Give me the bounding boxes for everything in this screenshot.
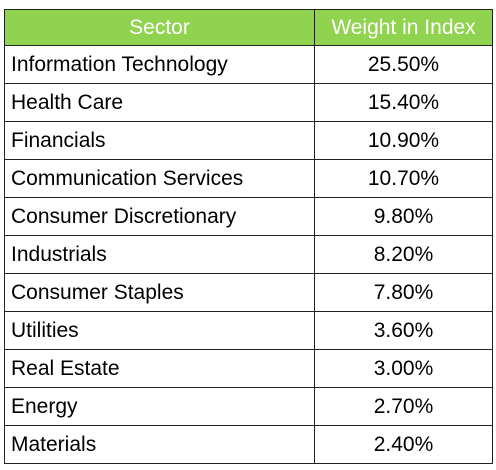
table-row: Communication Services 10.70%	[4, 159, 493, 198]
weight-cell: 2.40%	[314, 425, 493, 464]
weight-cell: 25.50%	[314, 45, 493, 84]
table-row: Information Technology 25.50%	[4, 45, 493, 84]
weight-cell: 7.80%	[314, 273, 493, 312]
sector-cell: Real Estate	[4, 349, 315, 388]
table-row: Financials 10.90%	[4, 121, 493, 160]
table-body: Information Technology 25.50% Health Car…	[4, 45, 493, 464]
weight-cell: 9.80%	[314, 197, 493, 236]
sector-cell: Industrials	[4, 235, 315, 274]
sector-cell: Materials	[4, 425, 315, 464]
sector-cell: Communication Services	[4, 159, 315, 198]
table-row: Consumer Discretionary 9.80%	[4, 197, 493, 236]
header-row: Sector Weight in Index	[4, 9, 493, 46]
table-row: Materials 2.40%	[4, 425, 493, 464]
weight-cell: 8.20%	[314, 235, 493, 274]
sector-cell: Consumer Staples	[4, 273, 315, 312]
table-row: Utilities 3.60%	[4, 311, 493, 350]
header-weight: Weight in Index	[314, 9, 493, 46]
table-row: Real Estate 3.00%	[4, 349, 493, 388]
weight-cell: 3.00%	[314, 349, 493, 388]
weight-cell: 3.60%	[314, 311, 493, 350]
table-row: Industrials 8.20%	[4, 235, 493, 274]
sector-cell: Consumer Discretionary	[4, 197, 315, 236]
weight-cell: 10.90%	[314, 121, 493, 160]
weight-cell: 10.70%	[314, 159, 493, 198]
table-row: Consumer Staples 7.80%	[4, 273, 493, 312]
table-row: Energy 2.70%	[4, 387, 493, 426]
sector-cell: Health Care	[4, 83, 315, 122]
weight-cell: 15.40%	[314, 83, 493, 122]
sector-cell: Financials	[4, 121, 315, 160]
header-sector: Sector	[4, 9, 315, 46]
sector-weight-table: Sector Weight in Index Information Techn…	[4, 9, 493, 464]
sector-cell: Utilities	[4, 311, 315, 350]
sector-cell: Energy	[4, 387, 315, 426]
sector-cell: Information Technology	[4, 45, 315, 84]
table-row: Health Care 15.40%	[4, 83, 493, 122]
weight-cell: 2.70%	[314, 387, 493, 426]
